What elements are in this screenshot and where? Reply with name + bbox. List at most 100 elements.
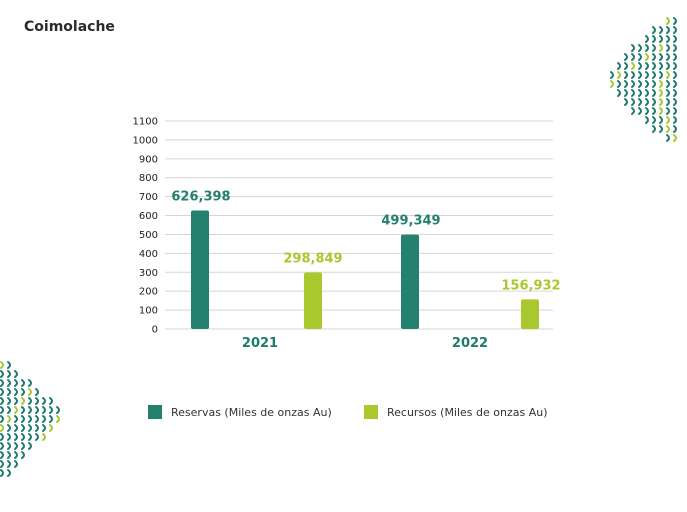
chevron-dot — [631, 53, 635, 61]
chevron-dot — [28, 424, 32, 432]
chevron-dot — [21, 451, 25, 459]
chevron-dot — [659, 62, 663, 70]
chevron-dot — [631, 98, 635, 106]
chevron-dot — [28, 442, 32, 450]
chevron-dot — [35, 388, 39, 396]
bar-recursos-2021 — [304, 272, 322, 329]
chevron-dot — [659, 125, 663, 133]
y-tick-label: 500 — [139, 230, 158, 241]
chevron-dot — [624, 80, 628, 88]
chevron-dot — [638, 62, 642, 70]
y-tick-label: 600 — [139, 211, 158, 222]
chevron-dot — [638, 107, 642, 115]
chevron-dot — [7, 379, 11, 387]
chevron-dot — [0, 415, 4, 423]
chevron-dot — [21, 433, 25, 441]
chevron-dot — [0, 379, 4, 387]
legend-item-reservas: Reservas (Miles de onzas Au) — [148, 405, 332, 419]
chevron-dot — [652, 89, 656, 97]
chevron-dot — [638, 80, 642, 88]
chevron-dot — [673, 107, 677, 115]
y-tick-label: 300 — [139, 268, 158, 279]
chevron-dot — [645, 89, 649, 97]
chevron-dot — [645, 53, 649, 61]
chevron-dot — [673, 80, 677, 88]
chevron-dot — [652, 80, 656, 88]
chevron-dot — [652, 116, 656, 124]
chevron-dot — [666, 80, 670, 88]
chevron-dot — [7, 460, 11, 468]
page-title: Coimolache — [24, 19, 115, 35]
chevron-dot — [631, 80, 635, 88]
chevron-dot — [7, 424, 11, 432]
chevron-dot — [652, 44, 656, 52]
legend-swatch-reservas — [148, 405, 162, 419]
chevron-dot — [0, 442, 4, 450]
chevron-dot-pattern-icon — [0, 361, 60, 477]
chevron-dot — [624, 53, 628, 61]
chevron-dot — [652, 71, 656, 79]
chevron-dot — [14, 406, 18, 414]
chevron-dot — [617, 80, 621, 88]
chevron-dot — [645, 80, 649, 88]
chevron-dot — [631, 89, 635, 97]
y-tick-label: 900 — [139, 154, 158, 165]
chevron-dot — [610, 71, 614, 79]
x-category-label: 2021 — [242, 336, 278, 351]
chevron-dot — [638, 71, 642, 79]
chevron-dot — [610, 80, 614, 88]
chevron-dot — [673, 89, 677, 97]
chevron-dot — [14, 370, 18, 378]
y-tick-label: 1000 — [133, 135, 158, 146]
chevron-dot — [645, 98, 649, 106]
chevron-dot — [645, 35, 649, 43]
chevron-dot — [673, 26, 677, 34]
chevron-dot — [14, 433, 18, 441]
chevron-dot — [666, 107, 670, 115]
chevron-dot — [666, 17, 670, 25]
chevron-dot — [652, 62, 656, 70]
chevron-dot — [28, 388, 32, 396]
chevron-dot — [7, 451, 11, 459]
chevron-dot — [659, 89, 663, 97]
chevron-dot — [666, 125, 670, 133]
chevron-dot — [56, 406, 60, 414]
data-label: 298,849 — [283, 251, 342, 266]
y-tick-label: 400 — [139, 249, 158, 260]
chevron-dot — [617, 62, 621, 70]
bar-reservas-2021 — [191, 210, 209, 329]
chevron-dot — [7, 469, 11, 477]
chevron-dot — [652, 98, 656, 106]
chevron-dot — [638, 89, 642, 97]
chevron-dot — [666, 26, 670, 34]
chevron-dot — [673, 44, 677, 52]
y-tick-label: 700 — [139, 192, 158, 203]
chevron-dot — [652, 125, 656, 133]
chevron-dot — [28, 415, 32, 423]
chevron-dot — [21, 442, 25, 450]
chevron-dot — [0, 424, 4, 432]
chevron-dot — [0, 370, 4, 378]
chevron-dot — [14, 424, 18, 432]
chevron-dot — [652, 26, 656, 34]
chevron-dot — [49, 424, 53, 432]
chevron-dot — [673, 125, 677, 133]
chevron-dot — [652, 107, 656, 115]
chevron-dot — [42, 415, 46, 423]
chevron-dot — [624, 71, 628, 79]
chevron-dot — [0, 433, 4, 441]
chevron-dot — [645, 44, 649, 52]
chevron-dot — [42, 424, 46, 432]
chevron-dot — [14, 397, 18, 405]
chevron-dot — [28, 406, 32, 414]
chevron-dot — [645, 116, 649, 124]
chevron-dot — [14, 442, 18, 450]
chevron-dot — [659, 80, 663, 88]
y-tick-label: 1100 — [133, 117, 158, 128]
chevron-dot — [0, 361, 4, 369]
chevron-dot — [659, 26, 663, 34]
chevron-dot — [673, 71, 677, 79]
chevron-dot — [21, 406, 25, 414]
chevron-dot — [35, 424, 39, 432]
data-labels: 626,398 298,849 499,349 156,932 — [171, 190, 560, 294]
